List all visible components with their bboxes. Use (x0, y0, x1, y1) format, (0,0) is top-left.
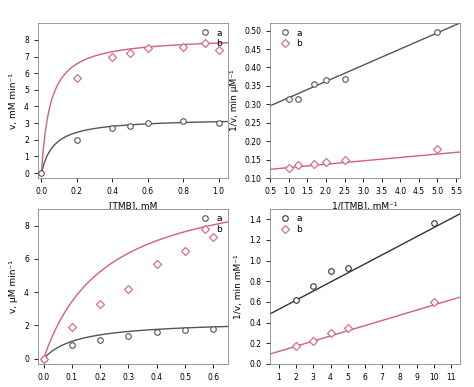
Legend: a, b: a, b (272, 25, 306, 52)
X-axis label: 1/[TMB], mM⁻¹: 1/[TMB], mM⁻¹ (332, 202, 398, 211)
a (293, 298, 299, 302)
a (295, 96, 301, 101)
Legend: a, b: a, b (192, 211, 226, 238)
a (97, 338, 103, 343)
X-axis label: [TMB], mM: [TMB], mM (109, 202, 157, 211)
Legend: a, b: a, b (272, 211, 306, 238)
b (69, 325, 75, 329)
Y-axis label: v, μM min⁻¹: v, μM min⁻¹ (9, 260, 18, 313)
a (145, 121, 151, 125)
a (210, 327, 216, 331)
Line: b: b (74, 44, 221, 81)
a (109, 126, 115, 130)
b (127, 51, 133, 55)
b (431, 300, 437, 304)
a (74, 137, 80, 142)
Line: b: b (41, 235, 216, 361)
a (342, 76, 347, 81)
b (345, 325, 351, 330)
Line: a: a (41, 326, 216, 361)
a (323, 78, 329, 83)
b (181, 44, 186, 49)
a (127, 123, 133, 128)
b (323, 160, 329, 164)
a (181, 119, 186, 124)
a (154, 330, 160, 334)
b (295, 163, 301, 168)
b (97, 301, 103, 306)
a (38, 171, 44, 175)
a (126, 334, 131, 339)
b (41, 356, 46, 361)
Y-axis label: 1/v, min mM⁻¹: 1/v, min mM⁻¹ (235, 254, 244, 319)
b (293, 344, 299, 349)
a (310, 284, 316, 289)
b (74, 76, 80, 80)
Text: (a): (a) (124, 221, 142, 231)
Line: a: a (39, 119, 221, 176)
b (210, 235, 216, 240)
Line: b: b (293, 299, 437, 349)
a (328, 269, 333, 273)
Text: (b): (b) (356, 221, 374, 231)
b (342, 158, 347, 163)
a (431, 221, 437, 226)
a (286, 96, 292, 101)
Line: a: a (286, 30, 440, 101)
Line: b: b (286, 147, 440, 171)
b (311, 162, 317, 166)
b (126, 286, 131, 291)
a (345, 265, 351, 270)
Y-axis label: v, mM min⁻¹: v, mM min⁻¹ (9, 73, 18, 128)
a (182, 327, 188, 332)
b (328, 330, 333, 335)
a (435, 30, 440, 35)
b (435, 147, 440, 152)
a (69, 343, 75, 348)
b (310, 339, 316, 343)
Line: a: a (293, 221, 437, 303)
b (154, 262, 160, 266)
b (216, 48, 221, 52)
a (216, 121, 221, 125)
b (286, 165, 292, 170)
b (182, 248, 188, 253)
a (311, 82, 317, 86)
Y-axis label: 1/v, min μM⁻¹: 1/v, min μM⁻¹ (229, 70, 238, 132)
a (41, 356, 46, 361)
Legend: a, b: a, b (192, 25, 226, 52)
b (145, 46, 151, 51)
b (109, 54, 115, 59)
